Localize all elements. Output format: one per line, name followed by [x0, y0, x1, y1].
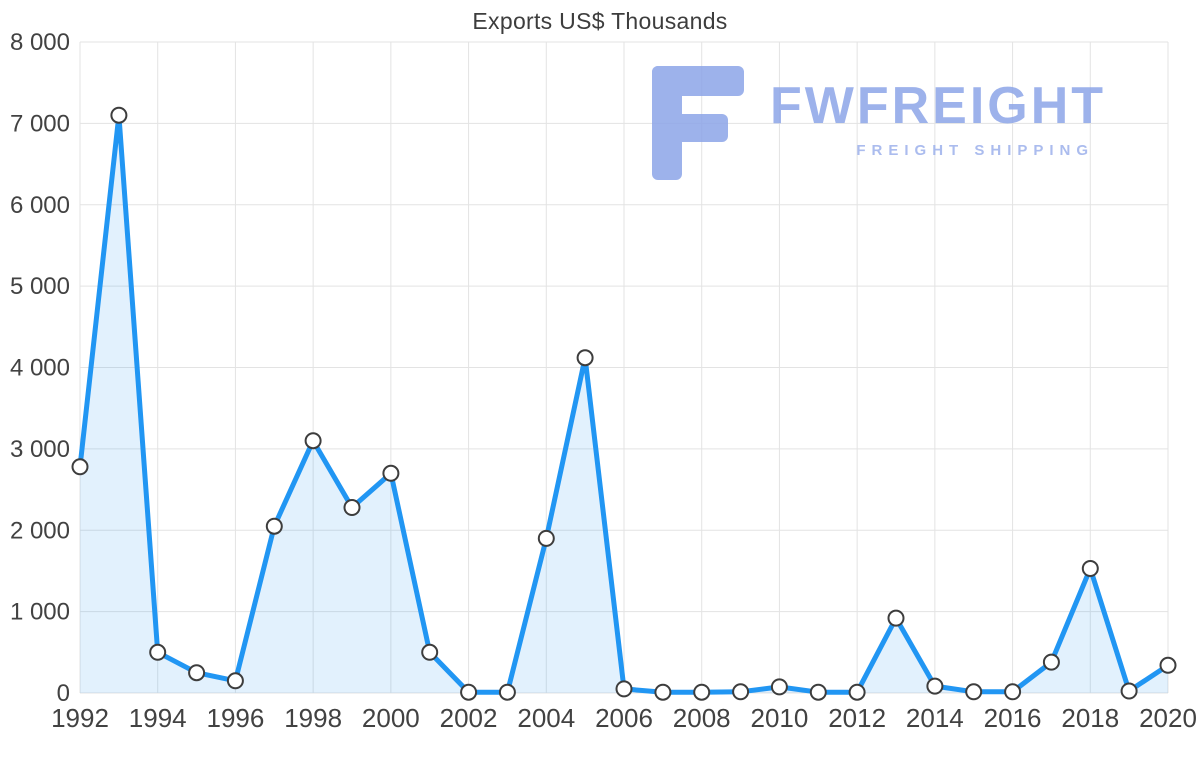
data-point-marker[interactable] — [1042, 653, 1060, 671]
data-point-marker[interactable] — [304, 432, 322, 450]
x-axis-tick-label: 1998 — [284, 703, 342, 733]
brand-text-block: FWFREIGHT FREIGHT SHIPPING — [770, 62, 1106, 159]
data-point-marker[interactable] — [226, 672, 244, 690]
data-point-marker[interactable] — [1120, 682, 1138, 700]
chart-title: Exports US$ Thousands — [472, 8, 728, 34]
data-point-marker[interactable] — [770, 678, 788, 696]
x-axis-tick-label: 1992 — [51, 703, 109, 733]
data-point-marker[interactable] — [848, 683, 866, 701]
data-point-marker[interactable] — [576, 349, 594, 367]
y-axis-tick-label: 0 — [57, 680, 70, 707]
data-point-marker[interactable] — [965, 683, 983, 701]
x-axis-tick-label: 2008 — [673, 703, 731, 733]
y-axis-tick-label: 2 000 — [10, 517, 70, 544]
x-axis-tick-label: 2020 — [1139, 703, 1197, 733]
x-axis-tick-label: 2016 — [984, 703, 1042, 733]
y-axis-tick-label: 3 000 — [10, 436, 70, 463]
x-axis-tick-label: 2014 — [906, 703, 964, 733]
data-point-marker[interactable] — [343, 499, 361, 516]
data-point-marker[interactable] — [693, 683, 711, 701]
x-axis-tick-label: 2002 — [440, 703, 498, 733]
data-point-marker[interactable] — [926, 677, 944, 695]
data-point-marker[interactable] — [460, 683, 478, 701]
data-point-marker[interactable] — [498, 683, 516, 701]
y-axis-tick-label: 8 000 — [10, 29, 70, 56]
x-axis-tick-label: 2006 — [595, 703, 653, 733]
data-point-marker[interactable] — [615, 680, 633, 698]
brand-watermark: FWFREIGHT FREIGHT SHIPPING — [648, 62, 1106, 184]
fwfreight-logo-icon — [652, 66, 744, 180]
x-axis-tick-label: 2000 — [362, 703, 420, 733]
y-axis-tick-label: 1 000 — [10, 599, 70, 626]
x-axis-tick-label: 2010 — [751, 703, 809, 733]
data-point-marker[interactable] — [537, 529, 555, 547]
data-point-marker[interactable] — [1004, 683, 1022, 701]
x-axis-tick-label: 2018 — [1061, 703, 1119, 733]
data-point-marker[interactable] — [188, 664, 206, 682]
data-point-marker[interactable] — [1159, 656, 1177, 674]
brand-name: FWFREIGHT — [770, 77, 1107, 135]
x-axis-tick-label: 2004 — [517, 703, 575, 733]
x-axis-tick-label: 1996 — [207, 703, 265, 733]
y-axis-tick-label: 7 000 — [10, 110, 70, 137]
brand-tagline: FREIGHT SHIPPING — [856, 142, 1095, 159]
data-point-marker[interactable] — [732, 683, 750, 701]
x-axis-tick-label: 2012 — [828, 703, 886, 733]
x-axis-tick-label: 1994 — [129, 703, 187, 733]
data-point-marker[interactable] — [149, 643, 167, 661]
y-axis-tick-label: 5 000 — [10, 273, 70, 300]
data-point-marker[interactable] — [809, 683, 827, 701]
y-axis-tick-label: 4 000 — [10, 355, 70, 382]
data-point-marker[interactable] — [887, 609, 905, 627]
data-point-marker[interactable] — [654, 683, 672, 701]
data-point-marker[interactable] — [382, 464, 400, 482]
data-point-marker[interactable] — [1081, 560, 1099, 577]
data-point-marker[interactable] — [110, 106, 128, 124]
data-point-marker[interactable] — [71, 458, 89, 476]
y-axis-tick-label: 6 000 — [10, 192, 70, 219]
data-point-marker[interactable] — [265, 517, 283, 535]
data-point-marker[interactable] — [421, 643, 439, 661]
series-area-fill — [80, 115, 1168, 693]
